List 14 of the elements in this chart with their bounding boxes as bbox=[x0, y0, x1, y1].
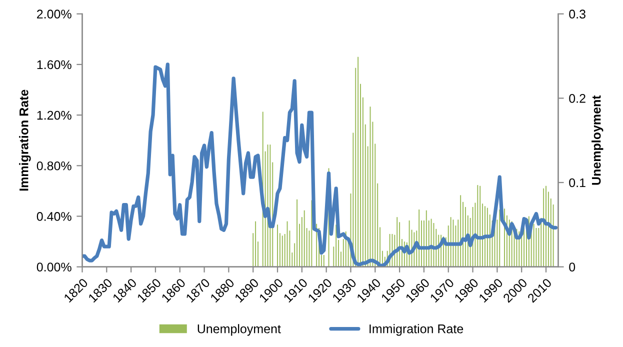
y2-tick-label: 0.2 bbox=[569, 94, 586, 103]
y2-tick-label: 0.1 bbox=[569, 178, 586, 188]
y-tick-label: 0.80% bbox=[36, 161, 72, 170]
y-tick-label: 0.40% bbox=[36, 212, 72, 221]
y2-tick-label: 0.3 bbox=[569, 10, 586, 19]
y-axis-title: Immigration Rate bbox=[19, 90, 31, 191]
y-tick-label: 2.00% bbox=[37, 10, 72, 19]
y2-axis-title: Unemployment bbox=[592, 95, 604, 185]
y-tick-label: 0.00% bbox=[36, 262, 72, 272]
legend-label: Unemployment bbox=[198, 324, 281, 336]
legend-label: Immigration Rate bbox=[370, 324, 464, 336]
y2-tick-label: 0 bbox=[569, 262, 576, 272]
y-tick-label: 1.20% bbox=[37, 110, 72, 120]
y-tick-label: 1.60% bbox=[37, 60, 72, 70]
